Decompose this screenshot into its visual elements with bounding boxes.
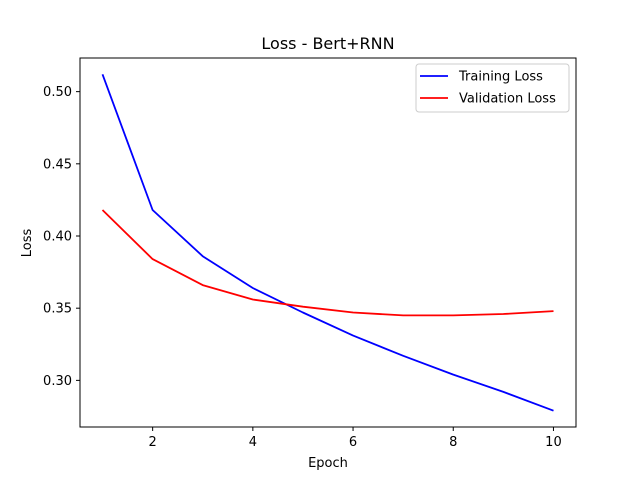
series-lines — [101, 73, 554, 412]
chart-title: Loss - Bert+RNN — [261, 34, 394, 53]
x-tick-label: 2 — [149, 435, 157, 450]
legend-label-validation-loss: Validation Loss — [459, 92, 556, 107]
y-axis-label: Loss — [20, 229, 35, 258]
y-axis-ticks: 0.30 0.35 0.40 0.45 0.50 — [43, 85, 80, 389]
x-axis-ticks: 2 4 6 8 10 — [149, 427, 562, 450]
plot-frame — [79, 57, 577, 428]
y-tick-label: 0.50 — [43, 85, 72, 100]
validation-loss-line — [101, 209, 554, 317]
legend-box — [415, 63, 570, 113]
x-tick-label: 6 — [349, 435, 357, 450]
x-axis-label: Epoch — [308, 456, 348, 471]
y-tick-label: 0.30 — [43, 374, 72, 389]
x-tick-label: 10 — [545, 435, 562, 450]
training-loss-line — [101, 73, 554, 412]
y-tick-label: 0.45 — [43, 157, 72, 172]
x-tick-label: 4 — [249, 435, 257, 450]
x-tick-label: 8 — [449, 435, 457, 450]
y-tick-label: 0.35 — [43, 302, 72, 317]
y-tick-label: 0.40 — [43, 230, 72, 245]
legend: Training Loss Validation Loss — [415, 63, 570, 113]
legend-label-training-loss: Training Loss — [458, 70, 543, 85]
